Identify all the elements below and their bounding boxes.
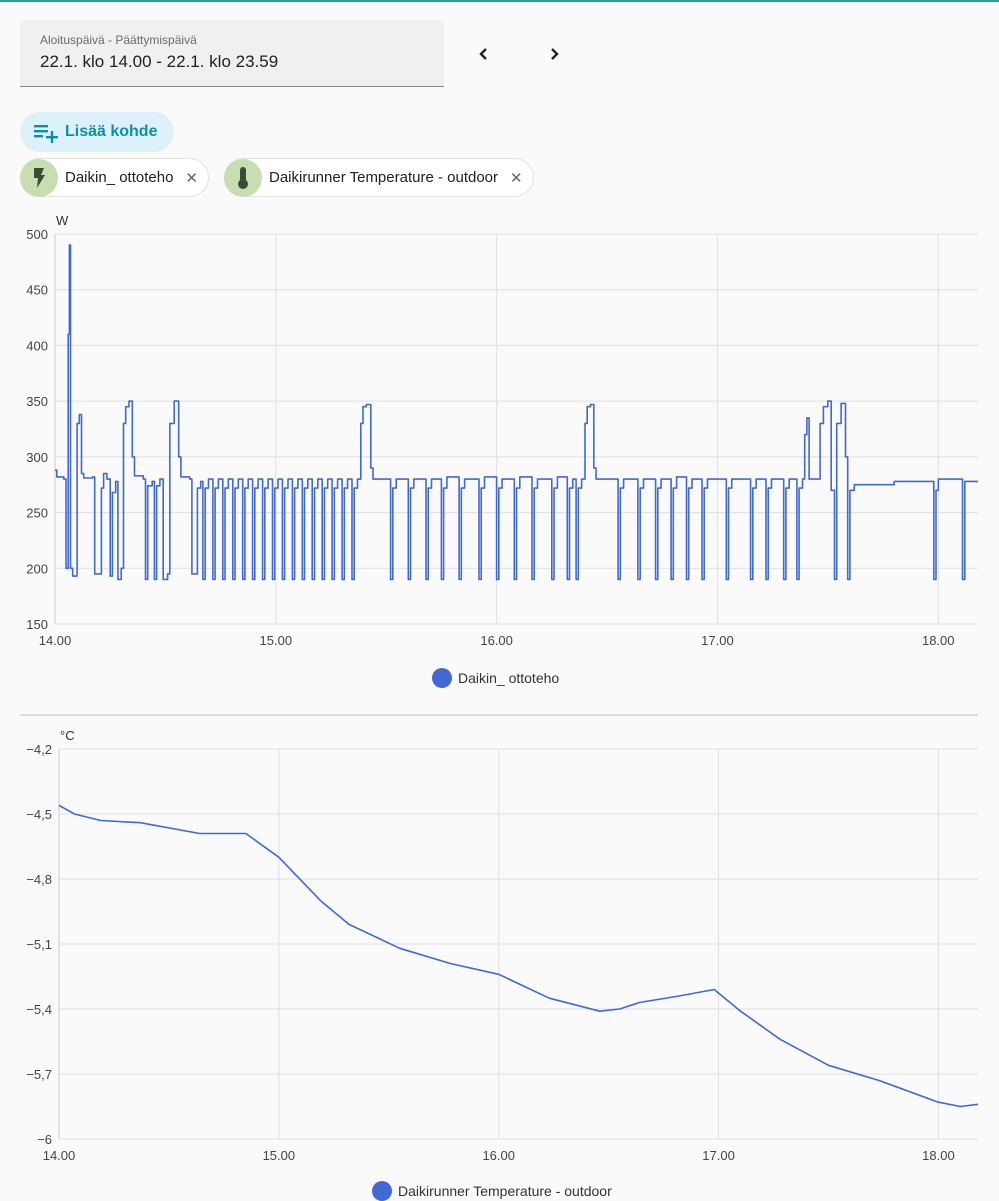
chevron-right-icon <box>551 48 559 60</box>
x-tick-label: 17.00 <box>701 633 734 645</box>
next-period-button[interactable] <box>534 34 574 74</box>
y-axis-unit: °C <box>60 728 75 743</box>
y-tick-label: 300 <box>26 450 48 465</box>
y-tick-label: 500 <box>26 227 48 242</box>
y-tick-label: 200 <box>26 561 48 576</box>
y-tick-label: 400 <box>26 338 48 353</box>
series-line <box>55 244 978 581</box>
remove-chip-close-icon[interactable]: ✕ <box>510 169 523 187</box>
x-tick-label: 18.00 <box>922 633 955 645</box>
date-range-label: Aloituspäivä - Päättymispäivä <box>40 33 197 47</box>
x-tick-label: 16.00 <box>482 1148 515 1163</box>
target-chip-power[interactable]: Daikin_ ottoteho ✕ <box>20 158 209 197</box>
power-chart-legend[interactable]: Daikin_ ottoteho <box>432 668 559 688</box>
add-target-label: Lisää kohde <box>65 123 158 140</box>
y-tick-label: −6 <box>37 1132 52 1147</box>
y-axis-unit: W <box>56 213 69 228</box>
chip-label: Daikin_ ottoteho <box>65 169 174 186</box>
y-tick-label: −4,5 <box>26 807 52 822</box>
flash-icon <box>20 158 58 197</box>
add-target-button[interactable]: Lisää kohde <box>20 112 174 152</box>
thermometer-icon <box>224 158 262 197</box>
temperature-chart-legend[interactable]: Daikirunner Temperature - outdoor <box>372 1181 612 1201</box>
chip-label: Daikirunner Temperature - outdoor <box>269 169 499 186</box>
x-tick-label: 15.00 <box>263 1148 296 1163</box>
x-tick-label: 14.00 <box>39 633 72 645</box>
y-tick-label: −5,1 <box>26 937 52 952</box>
remove-chip-close-icon[interactable]: ✕ <box>185 169 198 187</box>
y-tick-label: −5,7 <box>26 1067 52 1082</box>
date-range-value: 22.1. klo 14.00 - 22.1. klo 23.59 <box>40 52 279 71</box>
previous-period-button[interactable] <box>464 34 504 74</box>
date-range-picker[interactable]: Aloituspäivä - Päättymispäivä 22.1. klo … <box>20 20 444 87</box>
legend-label: Daikirunner Temperature - outdoor <box>398 1183 612 1199</box>
y-tick-label: 250 <box>26 506 48 521</box>
y-tick-label: 350 <box>26 394 48 409</box>
chart-divider <box>20 714 978 716</box>
playlist-plus-icon <box>34 125 58 143</box>
y-tick-label: −5,4 <box>26 1002 52 1017</box>
x-tick-label: 15.00 <box>260 633 293 645</box>
x-tick-label: 17.00 <box>702 1148 735 1163</box>
y-tick-label: −4,2 <box>26 742 52 757</box>
y-tick-label: 150 <box>26 617 48 632</box>
legend-label: Daikin_ ottoteho <box>458 670 560 686</box>
y-tick-label: 450 <box>26 283 48 298</box>
top-accent-bar <box>0 0 999 2</box>
x-tick-label: 18.00 <box>922 1148 955 1163</box>
y-tick-label: −4,8 <box>26 872 52 887</box>
x-tick-label: 16.00 <box>480 633 513 645</box>
legend-marker <box>432 668 452 688</box>
legend-marker <box>372 1181 392 1201</box>
target-chip-temperature[interactable]: Daikirunner Temperature - outdoor ✕ <box>224 158 534 197</box>
chevron-left-icon <box>479 48 487 60</box>
power-chart[interactable]: W 150 200 250 300 350 400 450 500 14.00 15.00 16.00… <box>0 205 999 645</box>
temperature-chart[interactable]: °C −6 −5,7 −5,4 −5,1 −4,8 −4,5 −4,2 14.00 15.00 16… <box>0 720 999 1165</box>
series-line <box>58 804 979 1108</box>
x-tick-label: 14.00 <box>43 1148 76 1163</box>
